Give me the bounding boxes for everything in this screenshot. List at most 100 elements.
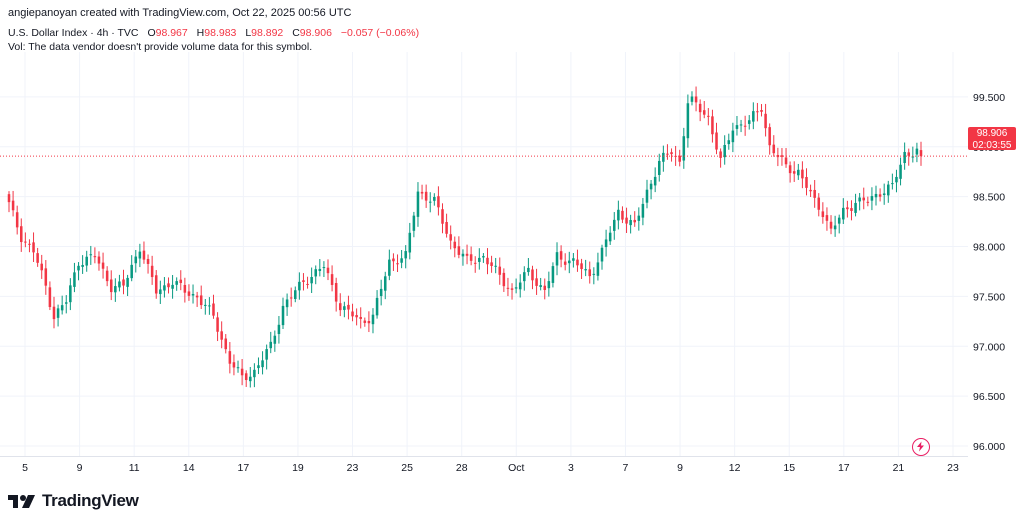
candle-body xyxy=(249,376,252,382)
candle-body xyxy=(216,317,219,332)
candle-body xyxy=(85,256,88,266)
candle-body xyxy=(792,171,796,174)
candle-body xyxy=(854,202,857,213)
candle-body xyxy=(392,258,395,262)
candle-body xyxy=(191,293,195,296)
x-tick-label: 9 xyxy=(77,462,83,474)
candle-body xyxy=(478,257,481,262)
candle-body xyxy=(621,210,624,220)
x-tick-label: 21 xyxy=(893,462,905,474)
candle-body xyxy=(318,268,322,272)
candle-body xyxy=(527,267,530,273)
candle-body xyxy=(662,152,665,162)
y-tick-label: 96.000 xyxy=(973,441,1005,453)
candle-body xyxy=(334,283,338,302)
candle-body xyxy=(731,130,735,143)
candle-body xyxy=(543,285,547,290)
candle-body xyxy=(809,189,812,192)
candle-body xyxy=(445,222,448,234)
candle-body xyxy=(747,120,751,124)
candle-body xyxy=(220,331,223,340)
open-label: O xyxy=(147,27,156,39)
x-tick-label: 17 xyxy=(838,462,850,474)
candle-body xyxy=(126,277,129,287)
candle-body xyxy=(473,262,477,264)
candle-body xyxy=(36,253,39,263)
candle-body xyxy=(146,258,150,264)
x-tick-label: 28 xyxy=(456,462,468,474)
tradingview-logo[interactable]: TradingView xyxy=(8,490,139,512)
candle-body xyxy=(727,140,731,145)
candle-body xyxy=(396,263,399,265)
candle-body xyxy=(183,284,187,293)
candle-body xyxy=(752,111,755,122)
candle-body xyxy=(588,269,592,277)
candle-body xyxy=(719,151,722,158)
candle-body xyxy=(449,234,452,241)
candle-body xyxy=(159,289,162,295)
candle-body xyxy=(490,262,493,266)
bolt-icon[interactable] xyxy=(912,438,930,456)
candle-body xyxy=(653,176,657,186)
candle-body xyxy=(682,136,686,161)
candle-body xyxy=(277,324,281,335)
candle-body xyxy=(559,251,563,260)
candle-body xyxy=(817,197,821,210)
candle-body xyxy=(232,362,236,368)
candle-body xyxy=(698,103,702,113)
candle-body xyxy=(613,219,616,231)
candle-body xyxy=(408,232,412,253)
logo-text: TradingView xyxy=(42,491,139,510)
low-value: 98.892 xyxy=(251,27,284,39)
candle-body xyxy=(670,152,673,155)
x-tick-label: 14 xyxy=(183,462,195,474)
candle-body xyxy=(576,259,579,266)
candle-body xyxy=(52,306,56,320)
candle-body xyxy=(355,315,358,318)
candle-body xyxy=(367,321,371,324)
candle-body xyxy=(371,314,375,325)
x-tick-label: 12 xyxy=(729,462,741,474)
candle-body xyxy=(465,253,469,256)
candle-body xyxy=(298,281,301,291)
candle-body xyxy=(518,282,522,290)
symbol-name[interactable]: U.S. Dollar Index · 4h · TVC xyxy=(8,27,139,39)
symbol-legend[interactable]: U.S. Dollar Index · 4h · TVC O98.967 H98… xyxy=(8,27,419,39)
candle-body xyxy=(531,269,534,281)
candle-body xyxy=(208,305,211,307)
candle-body xyxy=(657,160,661,175)
candle-body xyxy=(81,264,84,267)
candle-body xyxy=(580,263,583,270)
y-tick-label: 99.500 xyxy=(973,92,1005,104)
candle-body xyxy=(629,220,632,226)
candle-body xyxy=(338,303,342,311)
x-tick-label: 23 xyxy=(347,462,359,474)
candle-body xyxy=(596,262,600,276)
y-tick-label: 97.500 xyxy=(973,291,1005,303)
candle-body xyxy=(77,265,80,271)
x-tick-label: 15 xyxy=(783,462,795,474)
candle-body xyxy=(780,155,784,157)
candle-body xyxy=(555,252,559,266)
candle-body xyxy=(73,272,76,287)
candle-body xyxy=(486,257,489,265)
candle-body xyxy=(837,217,841,224)
candle-body xyxy=(171,284,174,289)
candle-body xyxy=(130,264,133,279)
candle-body xyxy=(114,286,117,293)
candle-body xyxy=(797,169,800,176)
candle-body xyxy=(105,270,109,282)
candle-body xyxy=(89,254,93,256)
y-tick-label: 97.000 xyxy=(973,341,1005,353)
x-tick-label: 19 xyxy=(292,462,304,474)
candle-body xyxy=(420,191,424,194)
candle-body xyxy=(498,266,502,275)
candle-body xyxy=(363,320,367,323)
candle-body xyxy=(592,273,596,275)
candle-body xyxy=(633,219,636,223)
candle-body xyxy=(388,259,391,276)
candle-body xyxy=(502,272,506,287)
candle-body xyxy=(240,368,244,376)
